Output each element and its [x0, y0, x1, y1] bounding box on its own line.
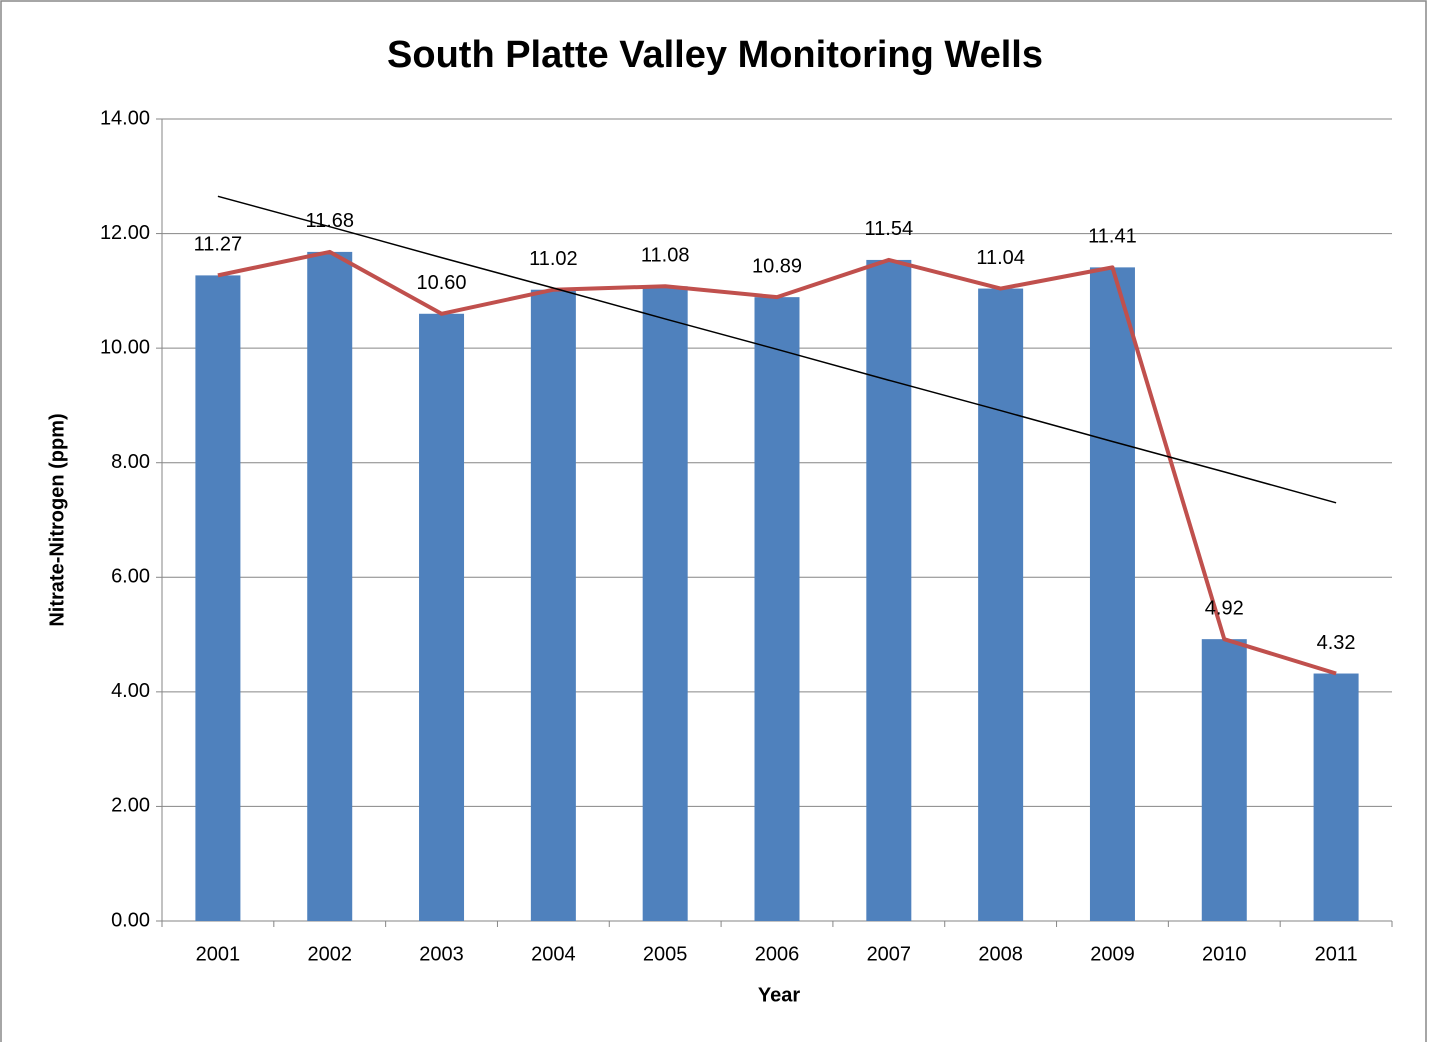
y-tick-label: 14.00	[100, 107, 150, 129]
x-tick-label: 2001	[196, 943, 241, 965]
data-label: 10.60	[417, 272, 467, 294]
x-tick-label: 2011	[1315, 943, 1358, 965]
data-label: 11.04	[976, 247, 1025, 269]
bar	[1201, 639, 1247, 921]
data-label: 11.41	[1088, 226, 1137, 248]
y-tick-label: 10.00	[100, 336, 150, 358]
x-tick-label: 2008	[978, 943, 1023, 965]
bar	[195, 275, 241, 921]
x-tick-label: 2009	[1090, 943, 1135, 965]
y-tick-label: 4.00	[111, 680, 150, 702]
y-tick-label: 0.00	[111, 909, 150, 931]
data-label: 11.68	[305, 210, 354, 232]
y-tick-label: 2.00	[111, 795, 150, 817]
bar	[1089, 267, 1135, 921]
bar	[866, 259, 912, 921]
bar	[530, 289, 576, 921]
bar	[1313, 673, 1359, 921]
x-tick-label: 2006	[755, 943, 800, 965]
line	[217, 195, 1337, 504]
bar	[642, 286, 688, 921]
x-tick-label: 2005	[643, 943, 688, 965]
x-axis-title: Year	[758, 984, 800, 1006]
chart-title: South Platte Valley Monitoring Wells	[387, 34, 1043, 76]
data-label: 4.92	[1205, 597, 1244, 619]
x-tick-label: 2002	[307, 943, 352, 965]
bar	[754, 297, 800, 921]
x-tick-label: 2010	[1202, 943, 1247, 965]
bar	[978, 288, 1024, 922]
data-label: 11.08	[641, 245, 690, 267]
data-label: 11.02	[529, 248, 578, 270]
y-tick-label: 8.00	[111, 451, 150, 473]
data-label: 11.27	[194, 234, 243, 256]
data-label: 11.54	[865, 218, 914, 240]
line	[217, 249, 1337, 676]
x-tick-label: 2004	[531, 943, 576, 965]
x-tick-label: 2003	[419, 943, 464, 965]
y-tick-label: 12.00	[100, 222, 150, 244]
bar	[419, 313, 465, 921]
data-label: 4.32	[1317, 632, 1356, 654]
y-axis-title: Nitrate-Nitrogen (ppm)	[46, 413, 68, 626]
x-tick-label: 2007	[867, 943, 912, 965]
data-label: 10.89	[752, 255, 802, 277]
y-tick-label: 6.00	[111, 566, 150, 588]
bar	[307, 251, 353, 922]
